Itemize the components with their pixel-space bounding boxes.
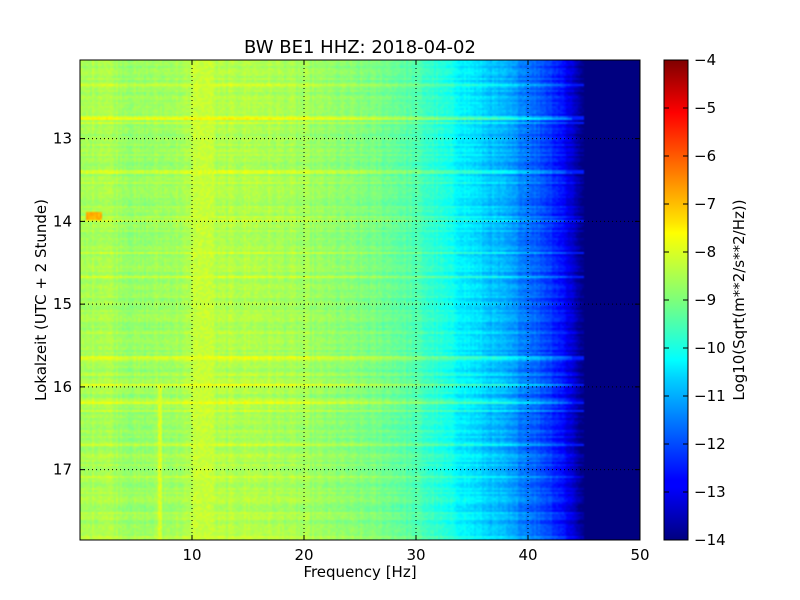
colorbar-tick-label: −8 (694, 243, 716, 261)
colorbar-tick-label: −13 (694, 483, 726, 501)
y-tick-label: 13 (53, 130, 72, 148)
colorbar-tick-label: −6 (694, 147, 716, 165)
colorbar: −4 −5 −6 −7 −8 −9 −10 −11 −12 −13 −14 (663, 51, 726, 549)
x-tick-label: 50 (630, 546, 649, 564)
colorbar-tick-label: −5 (694, 99, 716, 117)
colorbar-tick-label: −11 (694, 387, 726, 405)
x-axis: 10 20 30 40 50 (182, 60, 650, 564)
x-tick-label: 30 (406, 546, 425, 564)
colorbar-tick-label: −7 (694, 195, 716, 213)
colorbar-tick-label: −12 (694, 435, 726, 453)
y-tick-label: 16 (53, 378, 72, 396)
colorbar-tick-label: −14 (694, 531, 726, 549)
grid-lines (80, 60, 640, 540)
y-tick-label: 14 (53, 212, 72, 230)
colorbar-ticks: −4 −5 −6 −7 −8 −9 −10 −11 −12 −13 −14 (664, 51, 726, 549)
y-axis-label: Lokalzeit (UTC + 2 Stunde) (32, 199, 50, 401)
x-axis-label: Frequency [Hz] (303, 563, 416, 581)
colorbar-label: Log10(Sqrt(m**2/s**2/Hz)) (730, 199, 748, 400)
x-tick-label: 10 (182, 546, 201, 564)
colorbar-tick-label: −4 (694, 51, 716, 69)
chart-title: BW BE1 HHZ: 2018-04-02 (244, 37, 476, 58)
colorbar-tick-label: −9 (694, 291, 716, 309)
colorbar-tick-label: −10 (694, 339, 726, 357)
y-tick-label: 17 (53, 461, 72, 479)
x-tick-label: 40 (518, 546, 537, 564)
y-tick-label: 15 (53, 295, 72, 313)
plot-area: 10 20 30 40 50 13 14 15 16 17 (53, 59, 650, 564)
x-tick-label: 20 (294, 546, 313, 564)
y-axis: 13 14 15 16 17 (53, 130, 640, 479)
spectrogram-heatmap (80, 60, 640, 540)
plot-frame (79, 59, 641, 541)
